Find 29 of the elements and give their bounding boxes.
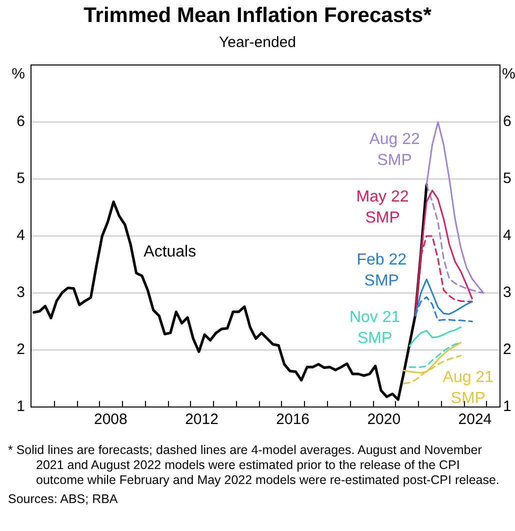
- y2-tick-label: 2: [503, 341, 512, 358]
- y-tick-label: 2: [16, 341, 25, 358]
- y-tick-label: 5: [16, 170, 25, 188]
- y-tick-label: 1: [16, 398, 25, 416]
- series-label: Feb 22 SMP: [356, 252, 407, 290]
- series-label: Aug 22 SMP: [369, 130, 420, 169]
- chart-subtitle: Year-ended: [218, 34, 297, 51]
- x-tick-label: 2024: [458, 411, 492, 428]
- x-tick-label: 2016: [276, 411, 310, 428]
- y2-tick-label: 5: [503, 170, 512, 188]
- x-tick-label: 2012: [185, 411, 218, 428]
- y2-tick-label: 6: [503, 113, 512, 130]
- x-tick-label: 2020: [367, 411, 401, 428]
- y-tick-label: 4: [16, 227, 25, 244]
- y2-tick-label: 4: [503, 227, 512, 244]
- y-axis-title: %: [12, 66, 25, 83]
- series-label: May 22 SMP: [356, 188, 409, 226]
- series-label: Nov 21 SMP: [349, 309, 400, 348]
- y-tick-label: 6: [16, 113, 25, 130]
- y-tick-label: 3: [16, 284, 25, 302]
- source-note: Sources: ABS; RBA: [8, 492, 119, 507]
- y2-axis-title: %: [502, 66, 515, 83]
- series-label: Actuals: [144, 243, 196, 260]
- text: * Solid lines are forecasts; dashed lines are 4-model averages. August and November 2021 and August 2022 models were estimated prior to the release of the CPI outcome while February and May 2022 models were re-estimated post-CPI release.: [8, 443, 500, 488]
- series-label: Aug 21 SMP: [442, 369, 494, 408]
- y2-tick-label: 3: [503, 284, 512, 302]
- x-tick-label: 2008: [94, 411, 128, 428]
- chart-title: Trimmed Mean Inflation Forecasts*: [82, 4, 432, 28]
- y2-tick-label: 1: [503, 398, 512, 416]
